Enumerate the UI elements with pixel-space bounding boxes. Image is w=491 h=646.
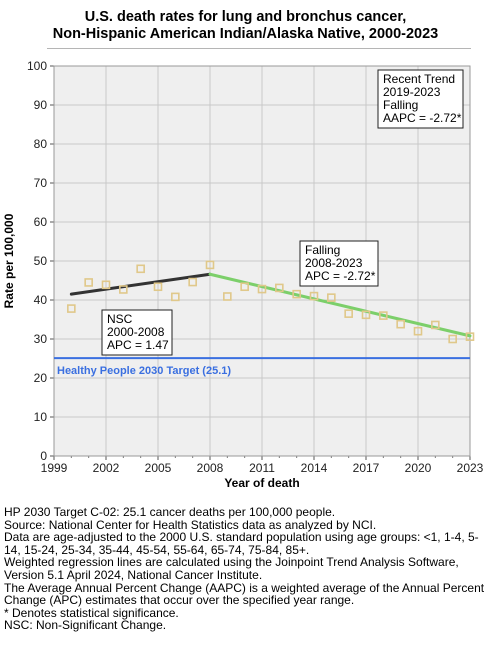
annotation-line: Falling (383, 98, 418, 112)
chart-title-line-1: U.S. death rates for lung and bronchus c… (84, 9, 407, 25)
x-tick-label: 2002 (93, 461, 120, 475)
data-point (171, 292, 180, 302)
annotation-line: APC = -2.72* (305, 269, 376, 283)
trend-lines (69, 272, 472, 338)
chart-title-line-2: Non-Hispanic American Indian/Alaska Nati… (52, 26, 439, 42)
x-axis-label: Year of death (224, 476, 299, 490)
chart-title: U.S. death rates for lung and bronchus c… (0, 9, 491, 43)
data-point (101, 280, 111, 290)
data-point (379, 311, 388, 320)
observed-points (67, 260, 475, 344)
annotation-frame (101, 309, 173, 356)
data-point (136, 264, 145, 274)
y-tick-label: 50 (34, 254, 48, 268)
title-divider (47, 48, 471, 49)
y-tick-label: 0 (40, 449, 47, 463)
y-axis-label: Rate per 100,000 (2, 213, 16, 308)
data-point (309, 291, 319, 301)
data-point (275, 283, 284, 293)
data-point (84, 278, 93, 287)
annotation-line: Falling (305, 243, 340, 257)
footnote-significance: * Denotes statistical significance. (4, 605, 179, 620)
data-point (223, 292, 232, 301)
data-point (413, 326, 423, 336)
x-tick-label: 2008 (197, 461, 224, 475)
x-tick-label: 2023 (457, 461, 484, 475)
data-point (327, 293, 336, 302)
x-tick-label: 2014 (301, 461, 328, 475)
trend-line-1 (69, 272, 212, 296)
x-tick-label: 2011 (249, 461, 275, 475)
plot-border (53, 65, 471, 457)
grid-lines (54, 66, 470, 456)
data-point (361, 310, 371, 320)
data-point (119, 285, 128, 294)
data-point (431, 320, 440, 330)
data-point (465, 332, 475, 341)
footnotes: HP 2030 Target C-02: 25.1 cancer deaths … (4, 506, 488, 632)
annotation-line: APC = 1.47 (107, 338, 169, 352)
annotation-line: NSC (107, 312, 133, 326)
data-point (292, 289, 301, 299)
trend-line-2 (208, 272, 472, 338)
y-tick-label: 100 (27, 59, 47, 73)
annotation-line: AAPC = -2.72* (383, 111, 462, 125)
footnote-regression: Weighted regression lines are calculated… (4, 555, 459, 582)
annotation-line: 2008-2023 (305, 256, 363, 270)
annotation-frame (299, 240, 379, 287)
x-tick-label: 2017 (353, 461, 380, 475)
annotation-line: 2000-2008 (107, 325, 165, 339)
death-rate-chart: 0 10 20 30 40 50 60 70 80 90 100 1999 2002 2005 2008 20… (2, 59, 484, 490)
data-point (448, 334, 457, 344)
data-point (257, 284, 267, 294)
footnote-source: Source: National Center for Health Stati… (4, 517, 377, 532)
y-tick-label: 30 (34, 332, 48, 346)
target-label: Healthy People 2030 Target (25.1) (57, 365, 231, 377)
y-tick-label: 40 (34, 293, 48, 307)
x-tick-label: 2020 (405, 461, 432, 475)
y-tick-label: 80 (34, 137, 48, 151)
x-tick-label: 2005 (145, 461, 172, 475)
y-tick-label: 60 (34, 215, 48, 229)
footnote-nsc: NSC: Non-Significant Change. (4, 618, 167, 633)
data-point (396, 319, 405, 329)
axes: 0 10 20 30 40 50 60 70 80 90 100 1999 2002 2005 2008 20… (27, 59, 484, 475)
annotation-frame (377, 69, 464, 129)
data-point (188, 277, 197, 287)
y-tick-label: 70 (34, 176, 48, 190)
footnote-age-adjustment: Data are age-adjusted to the 2000 U.S. s… (4, 530, 479, 557)
target-layer: Healthy People 2030 Target (25.1) (54, 357, 470, 377)
footnote-aapc: The Average Annual Percent Change (AAPC)… (4, 580, 485, 608)
annotation-line: 2019-2023 (383, 85, 441, 99)
y-tick-label: 20 (34, 371, 48, 385)
data-point (344, 309, 353, 318)
annotation-line: Recent Trend (383, 72, 455, 86)
x-tick-label: 1999 (41, 461, 68, 475)
footnote-target: HP 2030 Target C-02: 25.1 cancer deaths … (4, 505, 336, 519)
data-point (67, 304, 76, 313)
y-tick-label: 90 (34, 98, 48, 112)
data-point (153, 282, 163, 292)
y-tick-label: 10 (34, 410, 48, 424)
data-point (205, 260, 215, 270)
data-point (240, 282, 249, 292)
